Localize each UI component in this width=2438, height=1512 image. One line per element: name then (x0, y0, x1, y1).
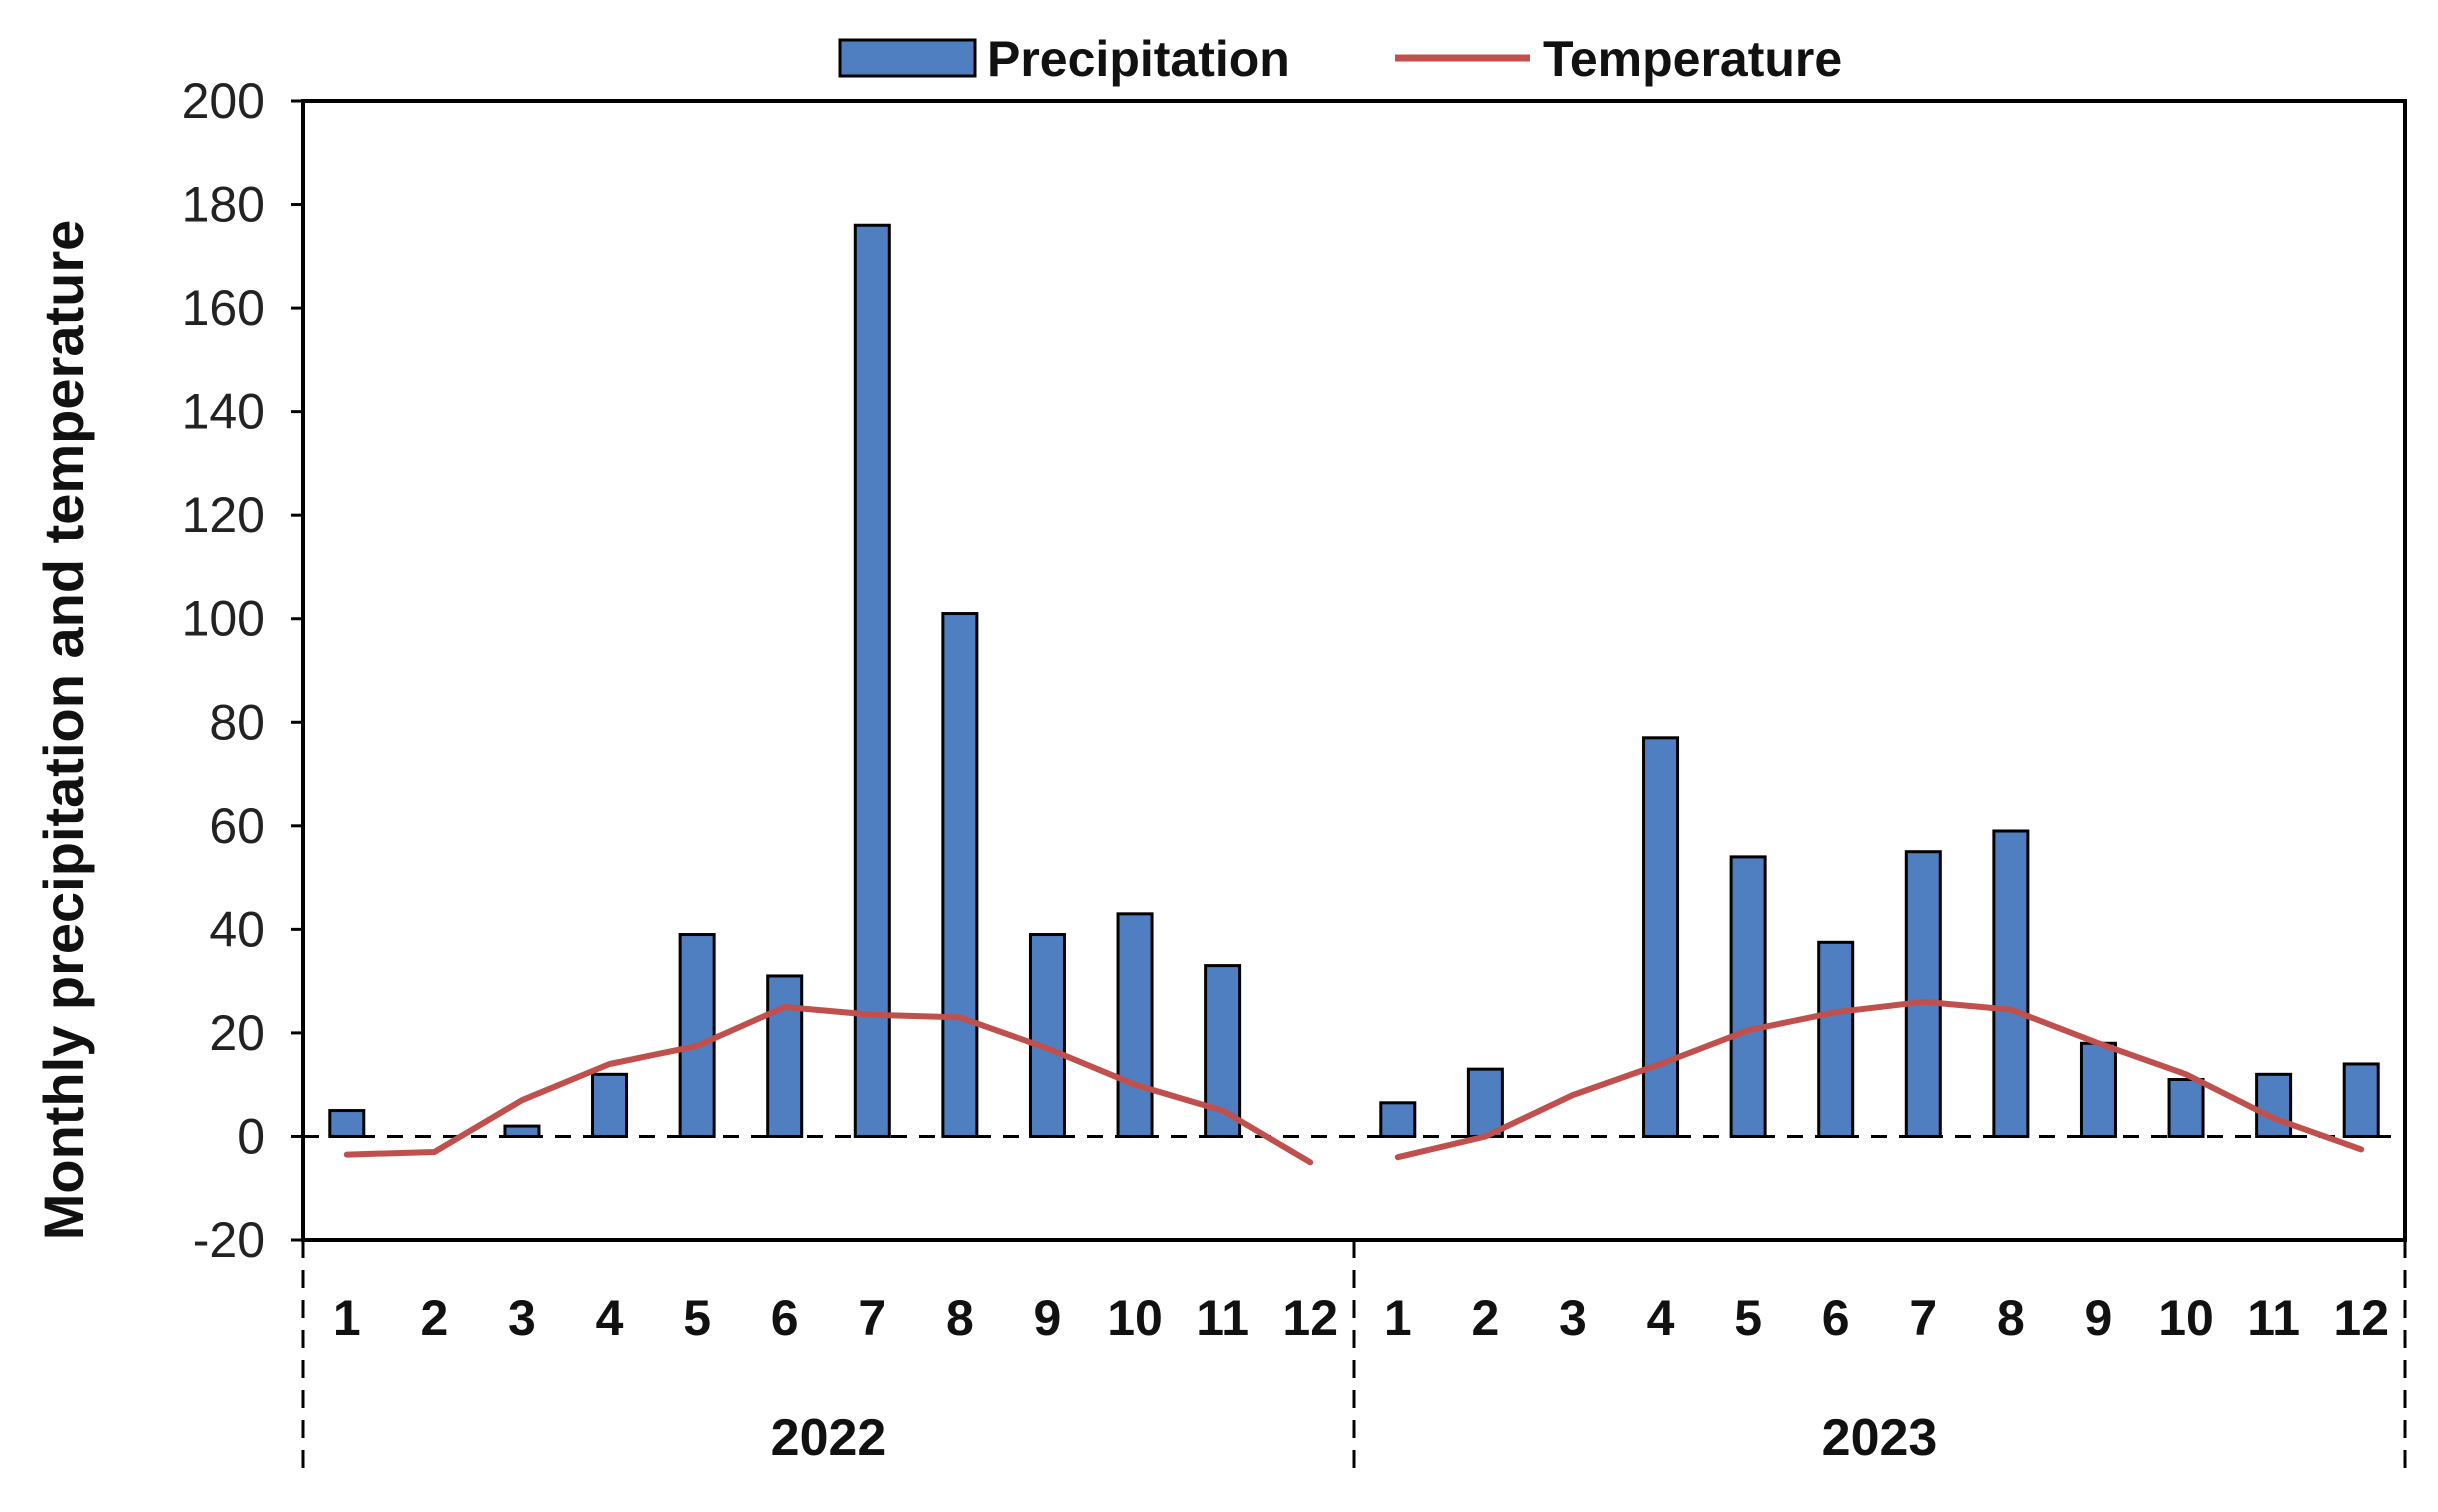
precipitation-bar (853, 223, 891, 1138)
x-tick-label: 6 (771, 1290, 799, 1346)
x-tick-label: 4 (596, 1290, 624, 1346)
precipitation-bar (503, 1124, 541, 1138)
x-tick-label: 2 (1471, 1290, 1499, 1346)
x-tick-label: 3 (1559, 1290, 1587, 1346)
precipitation-bar (2255, 1072, 2293, 1138)
legend: Precipitation Temperature (838, 31, 1842, 87)
precipitation-bar (591, 1072, 629, 1138)
y-axis-label: Monthly precipitation and temperature (32, 220, 95, 1241)
precipitation-bar (2342, 1062, 2380, 1138)
x-tick-label: 7 (858, 1290, 886, 1346)
precipitation-bar (1817, 940, 1855, 1138)
y-ticks: -20 0 20 40 60 80 100 120 140 160 180 200 (182, 73, 303, 1268)
precipitation-bar (1904, 850, 1942, 1138)
precipitation-bar (2079, 1041, 2117, 1138)
legend-temperature-label: Temperature (1543, 31, 1842, 87)
x-tick-label: 7 (1909, 1290, 1937, 1346)
year-label: 2022 (771, 1409, 887, 1467)
x-tick-label: 9 (1034, 1290, 1062, 1346)
x-tick-label: 8 (946, 1290, 974, 1346)
precipitation-bar (1116, 912, 1154, 1138)
y-tick-label: 120 (182, 487, 265, 543)
y-tick-label: 0 (237, 1108, 265, 1164)
y-tick-label: 60 (209, 798, 265, 854)
x-tick-label: 6 (1822, 1290, 1850, 1346)
x-tick-label: 12 (1282, 1290, 1338, 1346)
precipitation-bar (1642, 736, 1680, 1138)
x-tick-label: 11 (2247, 1290, 2300, 1346)
x-tick-label: 4 (1647, 1290, 1675, 1346)
x-tick-label: 3 (508, 1290, 536, 1346)
bars (328, 223, 2380, 1138)
x-tick-label: 10 (1107, 1290, 1163, 1346)
precipitation-bar (678, 933, 716, 1138)
legend-precipitation-label: Precipitation (987, 31, 1290, 87)
y-tick-label: 20 (209, 1005, 265, 1061)
precipitation-bar (1466, 1067, 1504, 1138)
x-tick-label: 2 (420, 1290, 448, 1346)
x-tick-label: 11 (1196, 1290, 1249, 1346)
precipitation-bar (1379, 1101, 1417, 1138)
precipitation-bar (766, 974, 804, 1138)
year-label: 2023 (1822, 1409, 1938, 1467)
y-tick-label: 140 (182, 384, 265, 440)
precipitation-bar (1028, 933, 1066, 1138)
x-tick-label: 10 (2158, 1290, 2214, 1346)
precipitation-bar (1729, 855, 1767, 1138)
y-tick-label: 160 (182, 280, 265, 336)
temperature-line (343, 998, 2365, 1166)
x-tick-label: 1 (1384, 1290, 1412, 1346)
y-tick-label: 80 (209, 694, 265, 750)
precipitation-bar (328, 1109, 366, 1138)
y-tick-label: 40 (209, 901, 265, 957)
precipitation-bar (941, 612, 979, 1138)
precipitation-bar (2167, 1078, 2205, 1138)
precipitation-bar (1992, 829, 2030, 1138)
legend-precipitation-swatch (838, 38, 977, 78)
y-tick-label: 100 (182, 591, 265, 647)
x-tick-label: 12 (2333, 1290, 2389, 1346)
x-tick-label: 1 (333, 1290, 361, 1346)
y-tick-label: -20 (193, 1212, 265, 1268)
y-tick-label: 180 (182, 177, 265, 233)
x-tick-label: 8 (1997, 1290, 2025, 1346)
x-tick-label: 5 (1734, 1290, 1762, 1346)
x-tick-label: 9 (2085, 1290, 2113, 1346)
y-tick-label: 200 (182, 73, 265, 129)
x-tick-label: 5 (683, 1290, 711, 1346)
